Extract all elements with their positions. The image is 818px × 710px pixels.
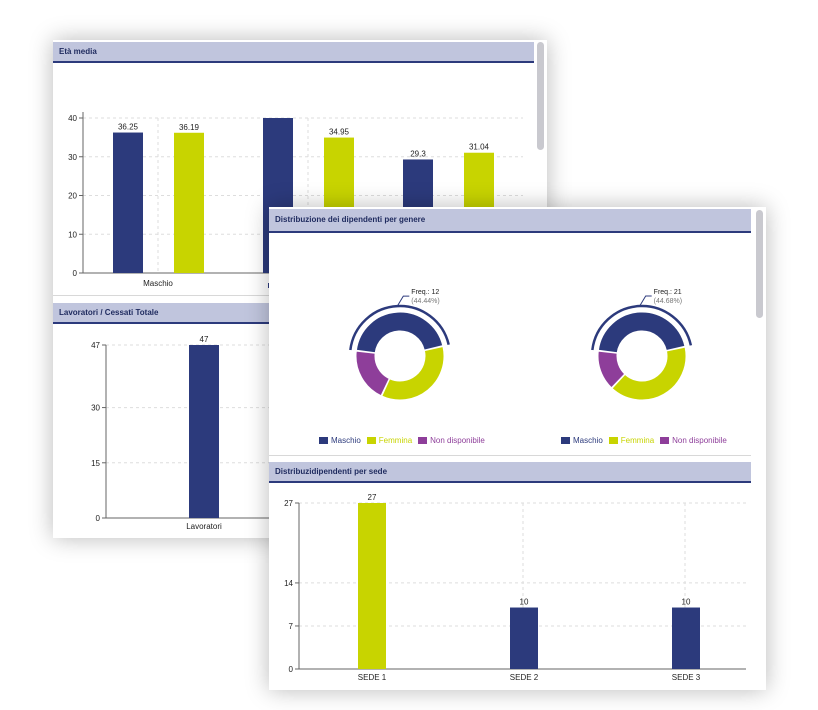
y-tick-label: 14 xyxy=(284,579,293,588)
tooltip-percent: (44.44%) xyxy=(411,298,439,305)
scrollbar[interactable] xyxy=(756,210,763,318)
y-tick-label: 47 xyxy=(91,341,100,350)
panel-title: Lavoratori / Cessati Totale xyxy=(59,308,159,317)
tooltip-percent: (44.68%) xyxy=(654,298,682,305)
tooltip-freq: Freq.: 12 xyxy=(411,289,439,296)
divider xyxy=(269,455,751,456)
data-label: 29.3 xyxy=(410,149,426,158)
bar xyxy=(358,503,386,669)
legend-right: Maschio Femmina Non disponibile xyxy=(561,436,727,445)
legend-item-maschio[interactable]: Maschio xyxy=(319,436,361,445)
dashboard-window-front: Distribuzione dei dipendenti per genere … xyxy=(269,207,766,690)
legend-label: Non disponibile xyxy=(672,436,727,445)
legend-swatch xyxy=(561,437,570,444)
y-tick-label: 15 xyxy=(91,459,100,468)
donut-slice xyxy=(597,311,686,354)
legend-swatch xyxy=(608,437,618,444)
panel-header-eta-media: Età media xyxy=(53,42,534,63)
y-tick-label: 0 xyxy=(73,269,78,278)
legend-label: Non disponibile xyxy=(430,436,485,445)
y-tick-label: 0 xyxy=(289,665,294,674)
x-tick-label: Lavoratori xyxy=(186,522,222,531)
y-tick-label: 7 xyxy=(289,622,294,631)
panel-header-genere: Distribuzione dei dipendenti per genere xyxy=(269,209,751,233)
y-tick-label: 27 xyxy=(284,499,293,508)
panel-title: Distribuzidipendenti per sede xyxy=(275,467,388,476)
donut-slice xyxy=(355,311,444,354)
donut-slice xyxy=(381,345,445,401)
callout-line xyxy=(639,295,652,307)
legend-item-non-disponibile[interactable]: Non disponibile xyxy=(660,436,727,445)
legend-swatch xyxy=(366,437,376,444)
legend-label: Femmina xyxy=(378,436,413,445)
scrollbar[interactable] xyxy=(537,42,544,150)
bar xyxy=(189,345,219,518)
panel-title: Età media xyxy=(59,47,97,56)
legend-item-femmina[interactable]: Femmina xyxy=(366,436,413,445)
data-label: 27 xyxy=(368,493,377,502)
donut-slice xyxy=(597,350,626,389)
legend-label: Maschio xyxy=(573,436,603,445)
sede-bar-chart: 0 7 14 27 27 SEDE 1 10 SEDE 2 10 SEDE 3 xyxy=(284,493,746,682)
data-label: 47 xyxy=(200,335,209,344)
y-tick-label: 10 xyxy=(68,230,77,239)
bar xyxy=(113,132,143,273)
legend-item-maschio[interactable]: Maschio xyxy=(561,436,603,445)
donut-slice xyxy=(611,346,687,401)
y-tick-label: 0 xyxy=(96,514,101,523)
donut-slice xyxy=(355,350,390,397)
x-tick-label: SEDE 1 xyxy=(358,673,387,682)
y-tick-label: 20 xyxy=(68,192,77,201)
y-tick-label: 40 xyxy=(68,114,77,123)
callout-line xyxy=(396,295,410,307)
legend-item-femmina[interactable]: Femmina xyxy=(608,436,655,445)
legend-left: Maschio Femmina Non disponibile xyxy=(319,436,485,445)
bar xyxy=(672,607,700,669)
y-tick-label: 30 xyxy=(91,404,100,413)
bar xyxy=(174,132,204,273)
panel-header-sede: Distribuzidipendenti per sede xyxy=(269,462,751,483)
legend-item-non-disponibile[interactable]: Non disponibile xyxy=(418,436,485,445)
tooltip-freq: Freq.: 21 xyxy=(654,289,682,296)
data-label: 10 xyxy=(520,598,529,607)
y-tick-label: 30 xyxy=(68,153,77,162)
data-label: 34.95 xyxy=(329,128,350,137)
legend-label: Maschio xyxy=(331,436,361,445)
data-label: 36.25 xyxy=(118,123,139,132)
bar xyxy=(510,607,538,669)
legend-swatch xyxy=(660,437,670,444)
legend-label: Femmina xyxy=(620,436,655,445)
data-label: 36.19 xyxy=(179,123,200,132)
data-label: 31.04 xyxy=(469,143,490,152)
x-tick-label: SEDE 3 xyxy=(672,673,701,682)
legend-swatch xyxy=(418,437,428,444)
legend-swatch xyxy=(319,437,328,444)
data-label: 10 xyxy=(682,598,691,607)
x-tick-label: Maschio xyxy=(143,279,173,288)
panel-title: Distribuzione dei dipendenti per genere xyxy=(275,215,426,224)
x-tick-label: SEDE 2 xyxy=(510,673,539,682)
genere-donut-charts: Freq.: 12 (44.44%) Freq.: 21 (44.68%) xyxy=(349,289,693,401)
